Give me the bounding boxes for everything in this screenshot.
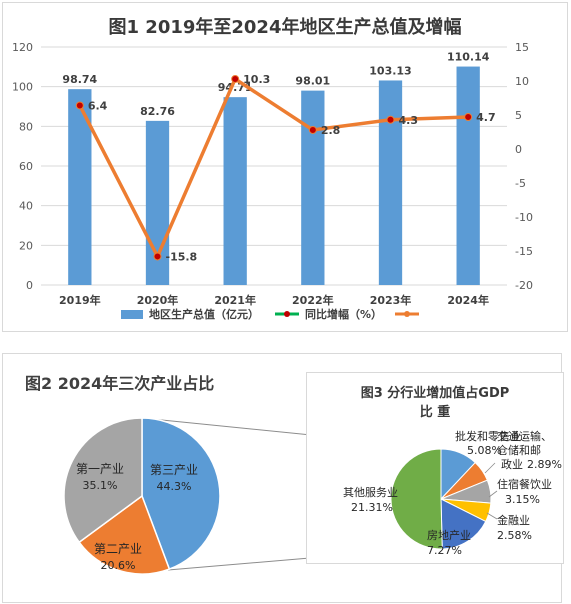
y-left-tick-label: 20 [19, 239, 33, 252]
y-left-tick-label: 100 [12, 81, 33, 94]
pie-slice-percent: 20.6% [101, 559, 136, 572]
legend-bar-swatch [121, 310, 143, 319]
pie-slice [78, 494, 171, 575]
pie-slice-percent: 5.08% [467, 444, 502, 457]
bar [223, 97, 247, 285]
y-left-tick-label: 0 [26, 279, 33, 292]
legend-line-label: 同比增幅（%） [305, 307, 382, 321]
leader-line [486, 512, 498, 520]
growth-value-label: -15.8 [166, 250, 198, 263]
pie-slice-name: 金融业 [497, 513, 530, 527]
pie-slice-percent: 3.15% [505, 493, 540, 506]
gdp-chart-panel: 图1 2019年至2024年地区生产总值及增幅 0 20 40 60 80 100 120-… [2, 2, 568, 332]
pie-slice-percent: 35.1% [83, 479, 118, 492]
y-right-tick-label: 10 [515, 75, 529, 88]
pie-slice-name: 住宿餐饮业 [497, 477, 552, 491]
bar [301, 90, 325, 286]
sector-pie-title-line2: 比 重 [419, 405, 451, 420]
pie-slice-name-line: 交通运输、 [497, 429, 552, 443]
growth-point [308, 125, 317, 134]
y-left-tick-label: 40 [19, 200, 33, 213]
bar-value-label: 103.13 [369, 64, 411, 77]
pie-slice-percent: 7.27% [427, 544, 462, 557]
bar [68, 89, 92, 285]
growth-value-label: 10.3 [243, 73, 270, 86]
industry-pie-title: 图2 2024年三次产业占比 [25, 374, 215, 393]
sector-pie-panel: 图3 分行业增加值占GDP 比 重 批发和零售业 5.08% 交通运输、 仓储和邮 政业… [306, 372, 564, 564]
pie-slice-name: 房地产业 [427, 528, 471, 542]
pie-slice [63, 417, 143, 544]
y-right-tick-label: -5 [515, 177, 526, 190]
pie-slice-name: 第一产业 [76, 462, 124, 476]
pie-slice-name-line: 仓储和邮 [497, 443, 541, 457]
leader-line [488, 490, 498, 498]
pie-slice-name: 批发和零售业 [455, 429, 521, 443]
gdp-bar-line-chart: 0 20 40 60 80 100 120 -20 -15 -10 -5 0 5 10 15 98.74 82.… [12, 41, 533, 321]
bar-value-label: 98.01 [295, 75, 330, 88]
sector-pie-title-line1: 图3 分行业增加值占GDP [360, 386, 510, 401]
y-right-tick-label: -15 [515, 245, 533, 258]
x-tick-label: 2024年 [447, 293, 489, 307]
x-tick-label: 2020年 [137, 293, 179, 307]
legend-line-marker [284, 311, 290, 317]
growth-value-label: 4.7 [476, 111, 496, 124]
growth-value-label: 4.3 [399, 114, 419, 127]
pie-slice-percent: 2.58% [497, 529, 532, 542]
growth-point [153, 252, 162, 261]
bar-value-label: 98.74 [62, 73, 97, 86]
bar [378, 80, 403, 285]
growth-line [78, 76, 469, 261]
pie-slice-percent: 21.31% [351, 501, 393, 514]
growth-point [464, 113, 473, 122]
pie-slice-percent: 44.3% [157, 480, 192, 493]
x-tick-label: 2021年 [214, 293, 256, 307]
bar-value-label: 110.14 [447, 51, 490, 64]
y-left-tick-label: 80 [19, 120, 33, 133]
pie-slice [141, 417, 221, 571]
pie-slice-name: 第三产业 [150, 463, 198, 477]
growth-point [386, 115, 395, 124]
pie-slice-name: 其他服务业 [343, 486, 398, 499]
bar [456, 66, 480, 285]
pie-slice-name-line: 政业 [501, 457, 523, 471]
y-left-tick-label: 120 [12, 41, 33, 54]
legend-bar-label: 地区生产总值（亿元） [149, 307, 259, 321]
growth-value-label: 2.8 [321, 124, 341, 137]
y-right-tick-label: 15 [515, 41, 529, 54]
x-tick-label: 2023年 [370, 293, 412, 307]
y-left-tick-label: 60 [19, 160, 33, 173]
bar-value-label: 82.76 [140, 105, 175, 118]
y-right-tick-label: 5 [515, 109, 522, 122]
x-tick-label: 2022年 [292, 293, 334, 307]
legend-extra-marker [404, 311, 410, 317]
growth-value-label: 6.4 [88, 99, 108, 112]
pie-slice [440, 498, 487, 550]
y-right-tick-label: 0 [515, 143, 522, 156]
leader-line [484, 462, 496, 474]
y-right-tick-label: -20 [515, 279, 533, 292]
gdp-chart-title: 图1 2019年至2024年地区生产总值及增幅 [108, 17, 462, 38]
growth-point [231, 74, 240, 83]
growth-point [75, 101, 84, 110]
y-right-tick-label: -10 [515, 211, 533, 224]
pie-slice [390, 448, 443, 550]
pie-slice-percent: 2.89% [527, 458, 562, 471]
x-tick-label: 2019年 [59, 293, 101, 307]
pie-slice-name: 第二产业 [94, 542, 142, 556]
